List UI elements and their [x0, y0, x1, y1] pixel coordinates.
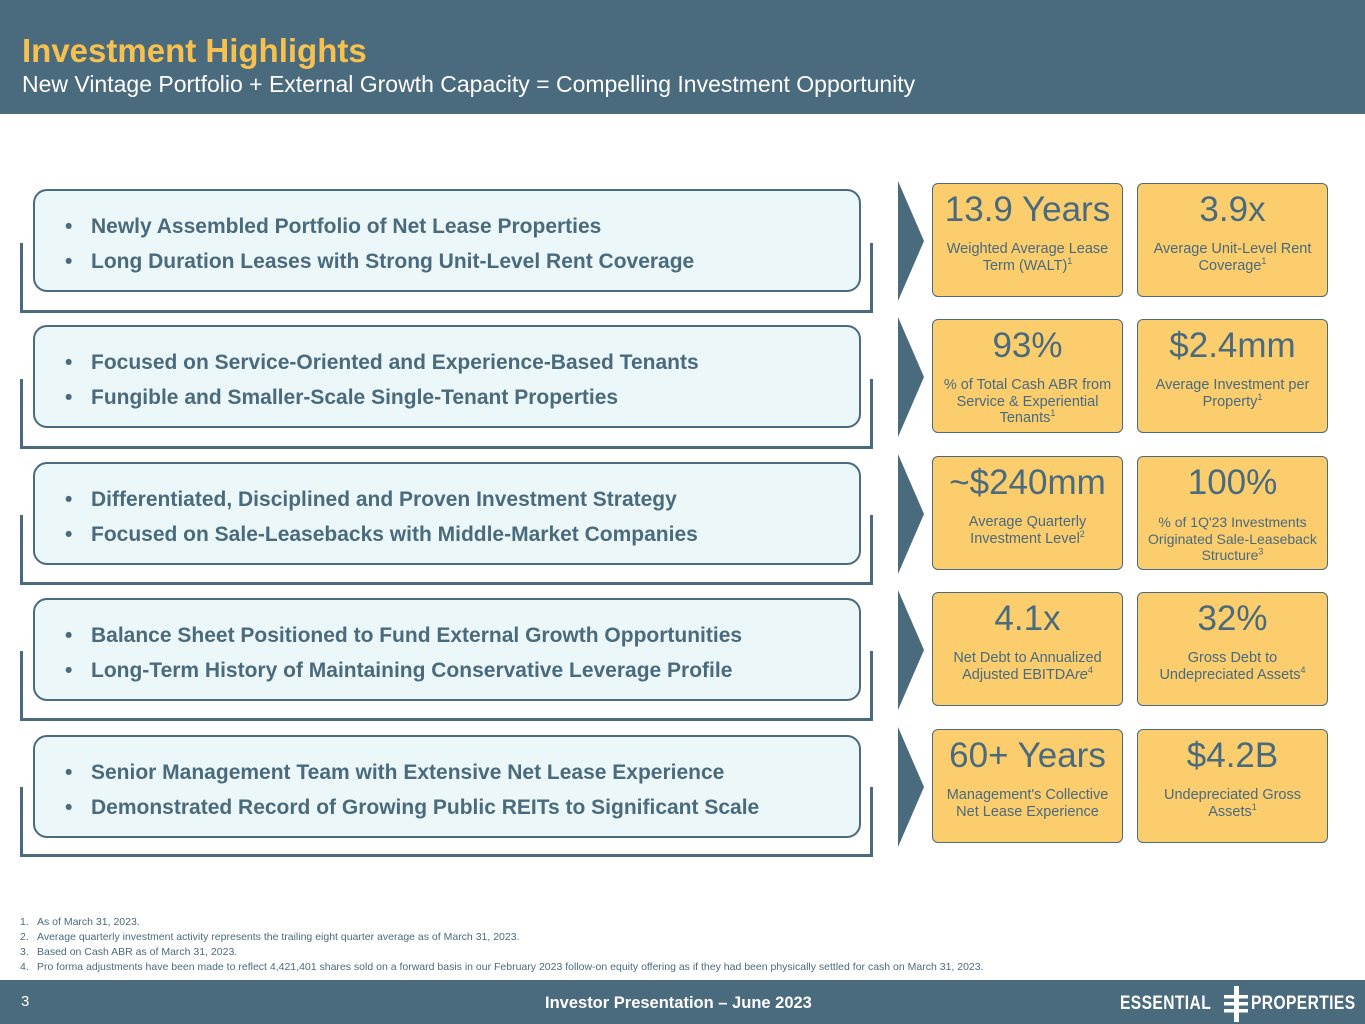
- highlight-bracket: [20, 515, 873, 585]
- metric-card-management-experience: 60+ Years Management's Collective Net Le…: [932, 729, 1123, 843]
- page-title: Investment Highlights: [22, 32, 367, 69]
- metric-card-net-debt: 4.1x Net Debt to Annualized Adjusted EBI…: [932, 592, 1123, 706]
- metric-card-sale-leaseback: 100% % of 1Q'23 Investments Originated S…: [1137, 456, 1328, 570]
- page-number: 3: [21, 993, 30, 1010]
- highlight-line: • Fungible and Smaller-Scale Single-Tenan…: [65, 386, 619, 409]
- footnote: 3. Based on Cash ABR as of March 31, 2023…: [20, 946, 238, 958]
- metric-card-quarterly-investment: ~$240mm Average Quarterly Investment Lev…: [932, 456, 1123, 570]
- highlight-line: • Long Duration Leases with Strong Unit-L…: [65, 250, 695, 273]
- highlight-box: • Differentiated, Disciplined and Proven …: [33, 462, 861, 565]
- header-bar: Investment Highlights New Vintage Portfo…: [0, 0, 1365, 114]
- highlight-line: • Balance Sheet Positioned to Fund Extern…: [65, 624, 743, 647]
- metric-card-gross-assets: $4.2B Undepreciated Gross Assets1: [1137, 729, 1328, 843]
- highlight-line: • Demonstrated Record of Growing Public R…: [65, 796, 760, 819]
- company-logo: ESSENTIAL PROPERTIES: [1120, 986, 1365, 1022]
- highlight-bracket: [20, 379, 873, 449]
- highlight-line: • Focused on Service-Oriented and Experie…: [65, 351, 699, 374]
- highlight-box: • Newly Assembled Portfolio of Net Lease …: [33, 189, 861, 292]
- chevron-right-icon: [898, 590, 924, 710]
- metric-card-rent-coverage: 3.9x Average Unit-Level Rent Coverage1: [1137, 183, 1328, 297]
- chevron-right-icon: [898, 317, 924, 437]
- highlight-bracket: [20, 651, 873, 721]
- highlight-box: • Focused on Service-Oriented and Experie…: [33, 325, 861, 428]
- footer-bar: 3 Investor Presentation – June 2023 ESSE…: [0, 980, 1365, 1024]
- chevron-right-icon: [898, 454, 924, 574]
- metric-card-avg-investment: $2.4mm Average Investment per Property1: [1137, 319, 1328, 433]
- highlight-bracket: [20, 243, 873, 313]
- footnotes: 1. As of March 31, 2023. 2. Average quarte…: [20, 915, 984, 975]
- highlight-line: • Differentiated, Disciplined and Proven …: [65, 488, 677, 511]
- highlight-line: • Focused on Sale-Leasebacks with Middle-…: [65, 523, 698, 546]
- metric-card-service-tenants: 93% % of Total Cash ABR from Service & E…: [932, 319, 1123, 433]
- highlight-line: • Long-Term History of Maintaining Conser…: [65, 659, 733, 682]
- page-subtitle: New Vintage Portfolio + External Growth …: [22, 71, 916, 97]
- highlight-line: • Senior Management Team with Extensive N…: [65, 761, 725, 784]
- footnote: 1. As of March 31, 2023.: [20, 916, 140, 928]
- metric-card-walt: 13.9 Years Weighted Average Lease Term (…: [932, 183, 1123, 297]
- footnote: 2. Average quarterly investment activity …: [20, 931, 520, 943]
- highlight-box: • Senior Management Team with Extensive N…: [33, 735, 861, 838]
- chevron-right-icon: [898, 181, 924, 301]
- logo-mark-icon: [1224, 986, 1249, 1022]
- highlight-box: • Balance Sheet Positioned to Fund Extern…: [33, 598, 861, 701]
- chevron-right-icon: [898, 727, 924, 847]
- footnote: 4. Pro forma adjustments have been made t…: [20, 961, 984, 973]
- metric-card-gross-debt: 32% Gross Debt to Undepreciated Assets4: [1137, 592, 1328, 706]
- highlight-bracket: [20, 787, 873, 857]
- footer-title: Investor Presentation – June 2023: [545, 994, 812, 1012]
- highlight-line: • Newly Assembled Portfolio of Net Lease …: [65, 215, 602, 238]
